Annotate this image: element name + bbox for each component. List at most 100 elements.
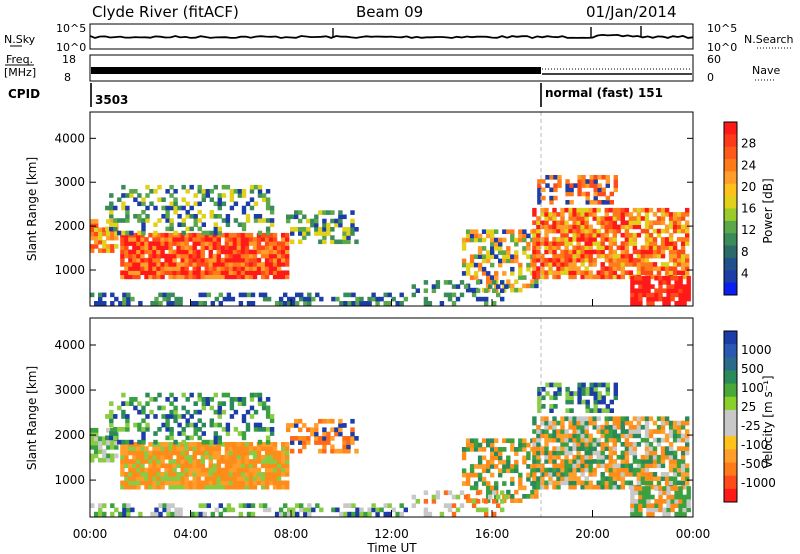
velocity-cell	[604, 437, 609, 443]
power-cell	[565, 187, 570, 193]
velocity-cell	[580, 429, 585, 434]
velocity-cell	[577, 391, 582, 396]
power-cell	[252, 266, 258, 271]
power-cell	[233, 218, 239, 223]
power-cell	[638, 301, 643, 306]
power-cell	[172, 253, 177, 259]
velocity-cell	[650, 494, 655, 500]
power-cell	[592, 241, 597, 246]
power-cell	[298, 231, 303, 236]
power-cell	[375, 296, 380, 302]
power-cell	[616, 228, 621, 234]
power-cell	[152, 270, 157, 275]
velocity-cell	[537, 395, 542, 401]
power-cell	[113, 205, 118, 211]
power-cell	[252, 257, 258, 263]
velocity-cell	[330, 427, 335, 433]
power-cell	[660, 253, 666, 259]
power-cell	[564, 249, 569, 255]
velocity-cell	[680, 480, 686, 486]
velocity-cell	[564, 454, 569, 460]
power-cell	[148, 262, 153, 267]
power-cell	[685, 220, 690, 225]
power-cell	[644, 262, 650, 267]
power-cell	[486, 250, 491, 255]
velocity-cell	[439, 511, 445, 517]
power-cell	[544, 249, 549, 255]
velocity-cell	[105, 435, 110, 441]
power-cell	[113, 226, 118, 232]
power-y-tick-label: 2000	[54, 219, 85, 233]
velocity-cell	[548, 420, 553, 426]
velocity-cell	[224, 484, 230, 490]
velocity-cell	[184, 472, 189, 477]
power-cell	[564, 245, 569, 250]
velocity-cell	[572, 429, 577, 434]
velocity-cell	[552, 459, 557, 464]
velocity-cell	[670, 486, 675, 491]
power-cell	[285, 274, 290, 280]
velocity-cell	[624, 437, 630, 443]
velocity-cell	[260, 446, 266, 451]
velocity-cell	[122, 511, 127, 517]
velocity-cell	[488, 494, 493, 500]
power-cell	[236, 232, 242, 238]
velocity-cell	[194, 511, 199, 517]
velocity-cell	[597, 391, 602, 396]
velocity-cell	[484, 507, 489, 513]
velocity-cell	[548, 476, 553, 481]
power-cell	[536, 274, 541, 280]
power-cell	[664, 212, 670, 217]
power-cell	[668, 245, 674, 250]
velocity-cell	[642, 499, 647, 504]
power-cell	[592, 249, 597, 255]
velocity-cell	[676, 463, 682, 469]
velocity-cell	[188, 442, 193, 447]
velocity-cell	[121, 401, 126, 406]
power-cell	[644, 216, 650, 221]
velocity-cell	[624, 450, 630, 456]
power-cell	[552, 253, 557, 259]
velocity-cell	[560, 459, 565, 464]
velocity-cell	[477, 476, 483, 482]
power-cell	[686, 275, 691, 281]
velocity-cell	[628, 480, 634, 486]
power-cell	[120, 257, 125, 263]
velocity-cell	[224, 463, 230, 469]
power-cell	[530, 283, 535, 289]
power-cell	[640, 216, 646, 221]
velocity-cell	[654, 486, 659, 491]
power-cell	[494, 241, 499, 247]
power-cell	[592, 232, 597, 238]
power-cell	[605, 195, 610, 201]
velocity-cell	[593, 391, 598, 396]
velocity-cell	[166, 511, 171, 517]
power-cell	[584, 212, 589, 217]
power-cell	[285, 237, 290, 242]
power-cell	[137, 193, 142, 198]
freq-left-unit: [MHz]	[4, 66, 36, 79]
velocity-cell	[597, 399, 602, 405]
velocity-cell	[246, 511, 252, 517]
power-cell	[168, 257, 173, 263]
velocity-cell	[496, 503, 501, 508]
velocity-cell	[241, 418, 247, 424]
velocity-cell	[600, 480, 605, 486]
velocity-cell	[556, 433, 561, 439]
velocity-cell	[281, 484, 286, 490]
velocity-cell	[518, 481, 523, 486]
velocity-cell	[272, 467, 278, 473]
velocity-cell	[298, 440, 303, 445]
power-cell	[184, 249, 189, 255]
velocity-cell	[514, 468, 519, 474]
power-cell	[494, 229, 499, 234]
velocity-cell	[174, 507, 179, 513]
velocity-cell	[510, 468, 515, 474]
power-cell	[224, 266, 230, 271]
power-cell	[169, 222, 174, 227]
velocity-cell	[553, 395, 558, 401]
power-cell	[556, 212, 561, 217]
velocity-cell	[136, 467, 141, 473]
velocity-cell	[664, 446, 670, 451]
power-cell	[201, 222, 206, 227]
